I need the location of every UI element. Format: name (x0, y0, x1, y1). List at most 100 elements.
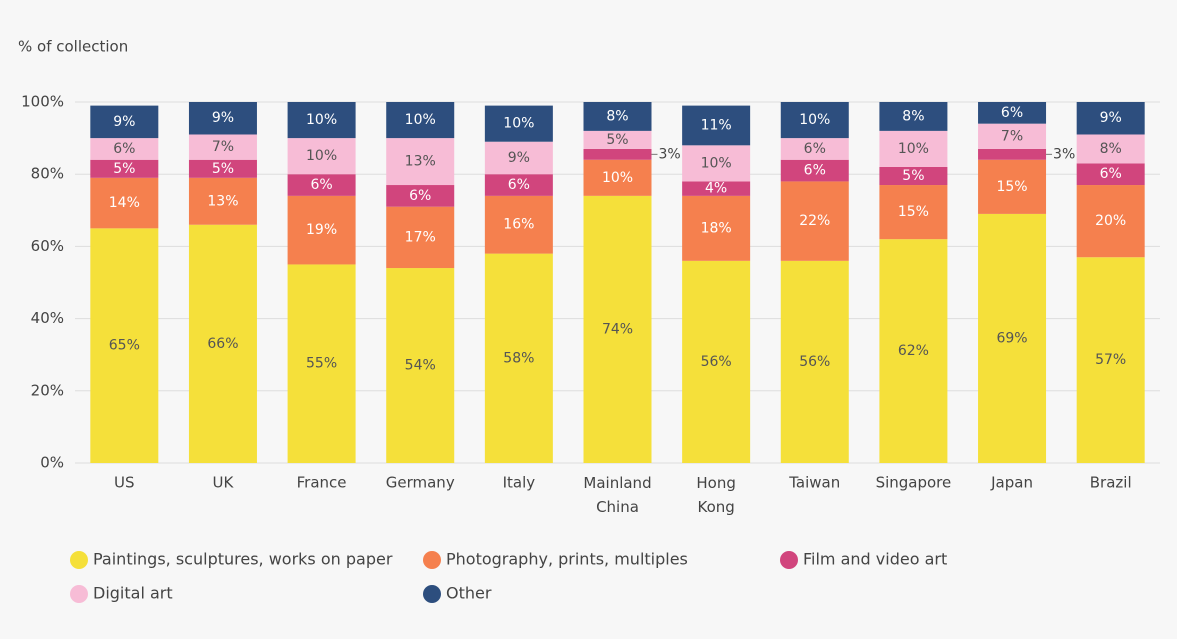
data-label: 7% (1001, 128, 1023, 144)
x-tick-line: Kong (697, 498, 734, 516)
bar-segment (682, 145, 751, 182)
bar-segment (583, 148, 652, 160)
bar-segment (287, 138, 356, 175)
bar-segment (978, 213, 1047, 463)
bar-segment (188, 177, 257, 225)
data-label: 14% (109, 195, 140, 211)
legend-label: Other (446, 584, 492, 603)
data-label: 8% (1100, 141, 1122, 157)
bar-segment (978, 159, 1047, 214)
bar-segment (484, 174, 553, 196)
x-tick-label: Mainland China (583, 474, 651, 516)
x-tick-label: Taiwan (788, 474, 840, 492)
data-label: 56% (701, 354, 732, 370)
bar-segment (1076, 163, 1145, 186)
bar-segment (780, 159, 849, 182)
bar-segment (188, 102, 257, 135)
data-label: 3% (1053, 146, 1075, 162)
bar-segment (780, 102, 849, 139)
data-label: 7% (212, 139, 234, 155)
bar-segment (978, 148, 1047, 160)
legend-label: Film and video art (803, 550, 947, 569)
y-tick-label: 60% (31, 237, 64, 255)
data-label: 6% (804, 163, 826, 179)
bar-segment (879, 239, 948, 463)
data-label: 9% (1100, 110, 1122, 126)
data-label: 15% (996, 179, 1027, 195)
legend-swatch (70, 551, 88, 569)
y-tick-label: 0% (40, 454, 64, 472)
data-label: 10% (405, 112, 436, 128)
bar-segment (583, 102, 652, 131)
bar-segment (386, 206, 455, 269)
data-label: 6% (1001, 105, 1023, 121)
bar-segment (287, 264, 356, 463)
y-tick-label: 20% (31, 381, 64, 399)
bar-segment (1076, 134, 1145, 164)
data-label: 6% (508, 177, 530, 193)
x-tick-label: France (297, 474, 347, 492)
data-label: 69% (996, 330, 1027, 346)
bar-segment (484, 105, 553, 142)
x-tick-label: Singapore (876, 474, 952, 492)
data-label: 54% (405, 358, 436, 374)
data-label: 62% (898, 343, 929, 359)
data-label: 10% (306, 112, 337, 128)
bar-segment (682, 105, 751, 146)
data-label: 10% (306, 148, 337, 164)
data-label: 20% (1095, 213, 1126, 229)
bar-segment (287, 102, 356, 139)
bar-segment (978, 102, 1047, 124)
legend-label: Digital art (93, 584, 173, 603)
x-tick-label: US (114, 474, 135, 492)
data-label: 5% (212, 161, 234, 177)
data-label: 74% (602, 321, 633, 337)
bar-segment (90, 228, 159, 463)
data-label: 15% (898, 204, 929, 220)
data-label: 3% (659, 146, 681, 162)
data-label: 9% (508, 150, 530, 166)
data-label: 13% (405, 154, 436, 170)
y-tick-label: 40% (31, 309, 64, 327)
bar-segment (188, 159, 257, 178)
x-tick-line: China (596, 498, 639, 516)
bar-segment (90, 105, 159, 139)
data-label: 58% (503, 350, 534, 366)
data-label: 18% (701, 220, 732, 236)
bar-segment (682, 181, 751, 196)
legend-swatch (423, 585, 441, 603)
bar-segment (188, 224, 257, 463)
data-label: 8% (606, 108, 628, 124)
data-label: 10% (898, 141, 929, 157)
bar-segment (287, 174, 356, 196)
data-label: 13% (207, 193, 238, 209)
bar-segment (90, 177, 159, 229)
legend-label: Photography, prints, multiples (446, 550, 688, 569)
data-label: 6% (1100, 166, 1122, 182)
data-label: 9% (113, 114, 135, 130)
bar-segment (879, 185, 948, 240)
bar-segment (780, 138, 849, 160)
legend-swatch (780, 551, 798, 569)
x-tick-label: UK (213, 474, 235, 492)
data-label: 56% (799, 354, 830, 370)
data-label: 16% (503, 217, 534, 233)
data-label: 65% (109, 338, 140, 354)
bar-segment (879, 130, 948, 167)
data-label: 22% (799, 213, 830, 229)
data-label: 66% (207, 336, 238, 352)
bar-segment (583, 195, 652, 464)
x-tick-label: Japan (990, 474, 1033, 492)
bar-segment (682, 260, 751, 463)
data-label: 5% (902, 168, 924, 184)
x-tick-label: Germany (386, 474, 455, 492)
bar-segment (1076, 257, 1145, 463)
bar-segment (682, 195, 751, 261)
bar-segment (583, 130, 652, 149)
bar-segment (90, 138, 159, 160)
bar-segment (484, 253, 553, 463)
x-tick-line: Hong (696, 474, 736, 492)
data-label: 11% (701, 117, 732, 133)
data-label: 10% (799, 112, 830, 128)
